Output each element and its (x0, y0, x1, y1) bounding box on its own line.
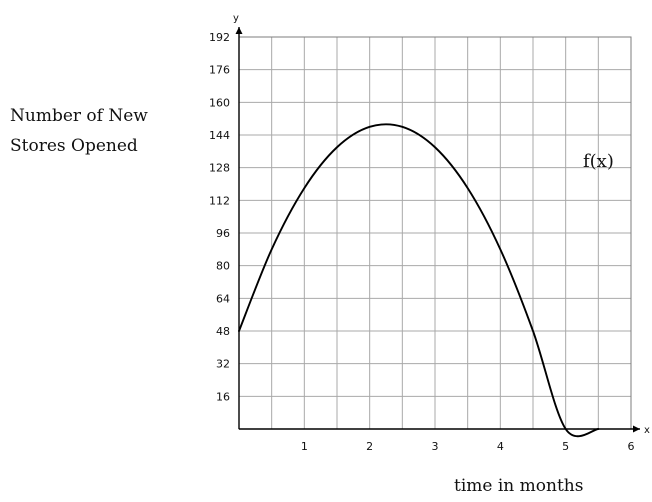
x-axis-symbol: x (644, 425, 650, 436)
series-label-fx: f(x) (583, 151, 614, 172)
y-tick-label-32: 32 (216, 358, 230, 371)
y-tick-label-48: 48 (216, 325, 230, 338)
x-axis-label: time in months (454, 476, 583, 496)
x-tick-label-5: 5 (562, 440, 569, 453)
x-axis-arrow (633, 425, 640, 433)
x-tick-label-1: 1 (301, 440, 308, 453)
tick-layer: 1 2 3 4 5 6 16 32 48 64 80 96 112 128 144 160 176 192 (209, 31, 635, 453)
y-tick-label-176: 176 (209, 64, 230, 77)
y-tick-label-128: 128 (209, 162, 230, 175)
y-axis-label-line-2: Stores Opened (10, 136, 138, 156)
y-tick-label-16: 16 (216, 390, 230, 403)
y-axis-label-line-1: Number of New (10, 106, 148, 126)
series-layer (238, 123, 600, 438)
x-tick-label-4: 4 (497, 440, 504, 453)
series-curve-fx (238, 123, 600, 438)
y-axis-arrow (235, 27, 243, 34)
y-tick-label-160: 160 (209, 96, 230, 109)
y-tick-label-80: 80 (216, 260, 230, 273)
x-tick-label-2: 2 (366, 440, 373, 453)
axis-layer (235, 27, 640, 433)
y-tick-label-112: 112 (209, 194, 230, 207)
y-tick-label-144: 144 (209, 129, 230, 142)
y-tick-label-64: 64 (216, 292, 230, 305)
y-axis-symbol: y (233, 13, 239, 24)
x-tick-label-6: 6 (628, 440, 635, 453)
grid-layer (238, 36, 632, 430)
y-tick-label-96: 96 (216, 227, 230, 240)
y-tick-label-192: 192 (209, 31, 230, 44)
x-tick-label-3: 3 (432, 440, 439, 453)
